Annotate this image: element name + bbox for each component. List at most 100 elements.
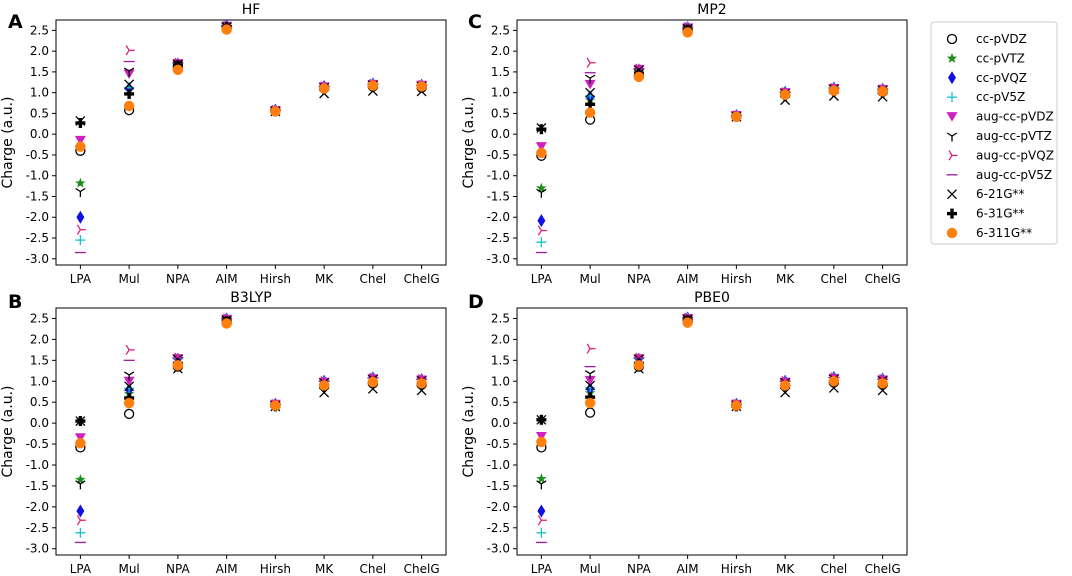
circle-filled-icon (946, 227, 958, 239)
series-aug-cc-pVQZ (76, 20, 428, 235)
x-tick-label: Chel (360, 562, 387, 576)
legend-item: 6-21G** (947, 187, 1025, 201)
panel-title: B3LYP (230, 290, 271, 306)
data-point (877, 378, 888, 389)
y-tick-label: 1.0 (491, 86, 510, 100)
y-tick-label: -0.5 (487, 148, 510, 162)
legend-item: aug-cc-pV5Z (946, 168, 1052, 182)
x-tick-label: Chel (360, 272, 387, 286)
y-tick-label: 2.5 (30, 311, 49, 325)
legend-item: 6-31G** (947, 207, 1025, 221)
data-point (536, 188, 547, 198)
diamond-icon (948, 71, 956, 85)
data-point (318, 380, 330, 391)
y-tick-label: -1.5 (487, 479, 510, 493)
x-tick-label: LPA (531, 272, 553, 286)
data-point (123, 67, 135, 77)
x-tick-label: Mul (118, 562, 139, 576)
y-tick-label: 0.5 (491, 106, 510, 120)
series-6-311G** (75, 318, 427, 449)
x-tick-label: Mul (579, 562, 600, 576)
data-point (124, 381, 135, 392)
data-point (537, 214, 546, 228)
data-point (75, 235, 86, 246)
y-tick-label: 1.0 (30, 86, 49, 100)
x-icon (947, 189, 957, 200)
x-tick-label: MK (776, 562, 795, 576)
y-tick-label: -2.5 (487, 231, 510, 245)
data-point (535, 142, 547, 152)
data-point (123, 397, 135, 409)
data-point (536, 480, 547, 490)
legend: cc-pVDZ cc-pVTZ cc-pVQZ cc-pV5Z aug-cc-pVDZ a… (930, 21, 1058, 245)
x-tick-label: Hirsh (721, 562, 752, 576)
x-tick-label: NPA (166, 562, 190, 576)
y-tick-label: -0.5 (26, 437, 49, 451)
legend-label: aug-cc-pVQZ (976, 148, 1054, 162)
data-point (731, 111, 742, 123)
series-aug-cc-pV5Z (74, 25, 428, 254)
panel-C: MP2 C Charge (a.u.) -3.0 -2.5 -2.0 -1.5 -1.0 -0.… (461, 2, 908, 286)
x-tick-label: MK (776, 272, 795, 286)
data-point (76, 210, 85, 224)
legend-item: aug-cc-pVDZ (946, 110, 1054, 124)
x-tick-label: MK (315, 272, 334, 286)
tri-down-icon (946, 132, 958, 142)
data-point (367, 80, 379, 91)
series-cc-pVQZ (76, 312, 426, 518)
legend-label: aug-cc-pVTZ (976, 129, 1052, 143)
x-tick-label: Hirsh (260, 562, 291, 576)
x-tick-label: LPA (531, 562, 553, 576)
data-point (172, 64, 184, 76)
data-point (536, 147, 547, 159)
data-point (536, 182, 547, 193)
x-tick-label: LPA (70, 272, 92, 286)
data-point (125, 344, 135, 356)
data-point (536, 237, 547, 248)
y-tick-label: -3.0 (487, 252, 510, 266)
y-tick-label: 2.0 (491, 44, 510, 58)
data-point (123, 371, 135, 381)
data-point (75, 187, 86, 197)
data-point (75, 177, 86, 188)
y-tick-label: 2.0 (491, 332, 510, 346)
legend-item: aug-cc-pVTZ (946, 129, 1052, 143)
data-point (76, 515, 86, 526)
legend-label: cc-pVDZ (976, 32, 1027, 46)
triangle-down-icon (946, 112, 958, 122)
y-tick-label: 1.5 (30, 353, 49, 367)
panel-title: PBE0 (694, 290, 730, 306)
y-tick-label: 1.0 (491, 374, 510, 388)
data-point (123, 408, 135, 420)
panel-B: B3LYP B Charge (a.u.) -3.0 -2.5 -2.0 -1.5 -1.0 -… (0, 290, 447, 576)
y-tick-label: -1.5 (487, 189, 510, 203)
y-axis-label: Charge (a.u.) (461, 97, 477, 189)
y-tick-label: 2.0 (30, 44, 49, 58)
y-tick-label: -2.5 (26, 231, 49, 245)
data-point (124, 88, 135, 99)
panel-letter: C (468, 11, 482, 33)
panel-title: HF (242, 2, 261, 18)
y-tick-label: 1.5 (491, 353, 510, 367)
data-point (584, 107, 596, 118)
star-icon (946, 52, 958, 63)
legend-item: cc-pVTZ (946, 51, 1025, 65)
plot-frame (55, 19, 447, 266)
y-tick-label: -2.5 (487, 521, 510, 535)
legend-item: cc-pVQZ (948, 71, 1027, 85)
series-aug-cc-pVQZ (537, 312, 889, 526)
panels-layer: HF A Charge (a.u.) -3.0 -2.5 -2.0 -1.5 -1.0 -0.5… (0, 2, 908, 576)
data-point (536, 436, 547, 448)
y-tick-label: -1.0 (26, 458, 49, 472)
legend-item: 6-311G** (946, 226, 1032, 240)
x-tick-label: ChelG (404, 562, 440, 576)
circle-open-icon (946, 33, 958, 45)
data-point (586, 57, 596, 68)
y-tick-label: -1.5 (26, 479, 49, 493)
x-tick-label: ChelG (865, 562, 901, 576)
y-tick-label: 1.0 (30, 374, 49, 388)
series-aug-cc-pVQZ (76, 313, 428, 526)
legend-label: aug-cc-pV5Z (976, 168, 1052, 182)
y-tick-label: 0.5 (30, 106, 49, 120)
